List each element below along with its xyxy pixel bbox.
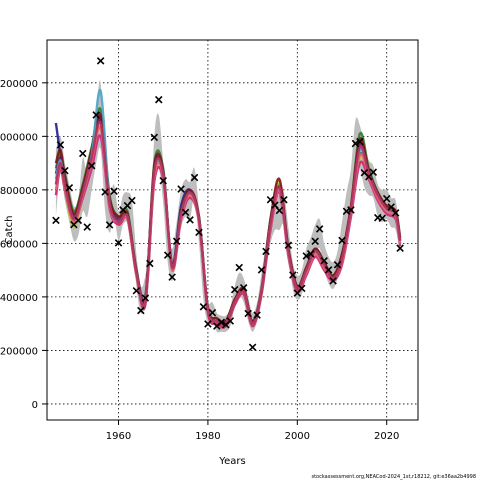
observed-point bbox=[320, 257, 328, 265]
x-tick-label: 2000 bbox=[285, 431, 310, 442]
observed-point bbox=[146, 259, 154, 268]
observed-point bbox=[208, 308, 217, 317]
observed-point bbox=[154, 95, 163, 104]
observed-point bbox=[387, 203, 395, 211]
observed-point bbox=[74, 216, 83, 225]
observed-point bbox=[172, 237, 181, 246]
observed-point bbox=[333, 261, 342, 269]
observed-point bbox=[351, 139, 360, 148]
observed-point bbox=[230, 285, 239, 294]
observed-point bbox=[105, 221, 114, 229]
observed-point bbox=[177, 185, 185, 193]
observed-point bbox=[239, 284, 248, 292]
observed-point bbox=[369, 168, 378, 176]
observed-point bbox=[78, 149, 87, 158]
y-tick-label: 1200000 bbox=[0, 79, 38, 90]
observed-point bbox=[302, 252, 311, 260]
confidence-band bbox=[55, 80, 401, 333]
observed-point bbox=[195, 228, 203, 237]
y-tick-label: 400000 bbox=[0, 293, 38, 304]
observed-point bbox=[150, 133, 159, 142]
observed-point bbox=[262, 247, 270, 256]
x-tick-label: 1980 bbox=[195, 431, 220, 442]
observed-point bbox=[56, 141, 65, 149]
observed-point bbox=[52, 216, 60, 225]
observed-point bbox=[168, 273, 176, 281]
observed-point bbox=[83, 223, 91, 231]
observed-point bbox=[190, 173, 199, 182]
observed-point bbox=[101, 188, 109, 196]
y-axis: 0 200000 400000 600000 800000 1000000 1200000 bbox=[0, 79, 47, 411]
observed-point bbox=[87, 162, 96, 170]
y-tick-label: 1000000 bbox=[0, 132, 38, 143]
observed-point bbox=[338, 236, 346, 245]
observed-point bbox=[141, 294, 150, 302]
observed-point bbox=[257, 266, 266, 274]
observed-point bbox=[311, 237, 319, 246]
confidence-band-layer bbox=[55, 80, 401, 333]
observed-point bbox=[137, 306, 145, 315]
y-tick-label: 800000 bbox=[0, 186, 38, 197]
observed-point bbox=[181, 208, 190, 217]
observed-point bbox=[235, 263, 243, 272]
observed-point bbox=[347, 206, 355, 214]
credit-text: stockassessment.org,NEACod-2024_1st,r182… bbox=[311, 474, 476, 480]
observed-point bbox=[315, 225, 324, 233]
observed-point bbox=[329, 277, 337, 285]
observed-point bbox=[65, 183, 74, 192]
observed-point bbox=[382, 194, 391, 203]
observed-point bbox=[92, 111, 100, 119]
observed-point bbox=[96, 57, 105, 65]
plot-frame bbox=[46, 39, 419, 421]
observed-point bbox=[306, 250, 315, 258]
observed-point bbox=[61, 166, 69, 175]
series-line-9 bbox=[54, 120, 402, 327]
observed-point bbox=[248, 343, 257, 351]
observed-point bbox=[163, 251, 172, 259]
observed-point bbox=[244, 309, 252, 318]
y-tick-label: 600000 bbox=[0, 239, 38, 250]
observed-point bbox=[280, 195, 288, 204]
observed-point bbox=[159, 176, 167, 185]
observed-point bbox=[396, 244, 404, 252]
observed-point bbox=[342, 207, 351, 216]
y-axis-title: Catch bbox=[4, 216, 15, 245]
observed-point bbox=[356, 137, 364, 146]
observed-point bbox=[324, 266, 333, 274]
observed-point bbox=[298, 284, 306, 293]
observed-point bbox=[275, 206, 284, 215]
y-tick-label: 0 bbox=[32, 400, 38, 411]
observed-points-layer bbox=[52, 57, 404, 351]
observed-point bbox=[186, 216, 194, 224]
observed-point bbox=[132, 286, 141, 295]
observed-point bbox=[391, 209, 400, 217]
observed-point bbox=[204, 320, 212, 328]
observed-point bbox=[284, 241, 293, 250]
x-tick-label: 2020 bbox=[374, 431, 399, 442]
x-tick-label: 1960 bbox=[106, 431, 131, 442]
observed-point bbox=[128, 196, 136, 205]
observed-point bbox=[114, 239, 123, 247]
x-axis: 1960 1980 2000 2020 bbox=[106, 420, 399, 442]
observed-point bbox=[199, 303, 208, 311]
observed-point bbox=[110, 187, 118, 195]
observed-point bbox=[253, 311, 261, 319]
y-tick-label: 200000 bbox=[0, 346, 38, 357]
observed-point bbox=[378, 214, 387, 222]
x-axis-title: Years bbox=[218, 456, 245, 467]
observed-point bbox=[226, 317, 235, 325]
observed-point bbox=[289, 271, 297, 279]
observed-point bbox=[217, 318, 226, 327]
